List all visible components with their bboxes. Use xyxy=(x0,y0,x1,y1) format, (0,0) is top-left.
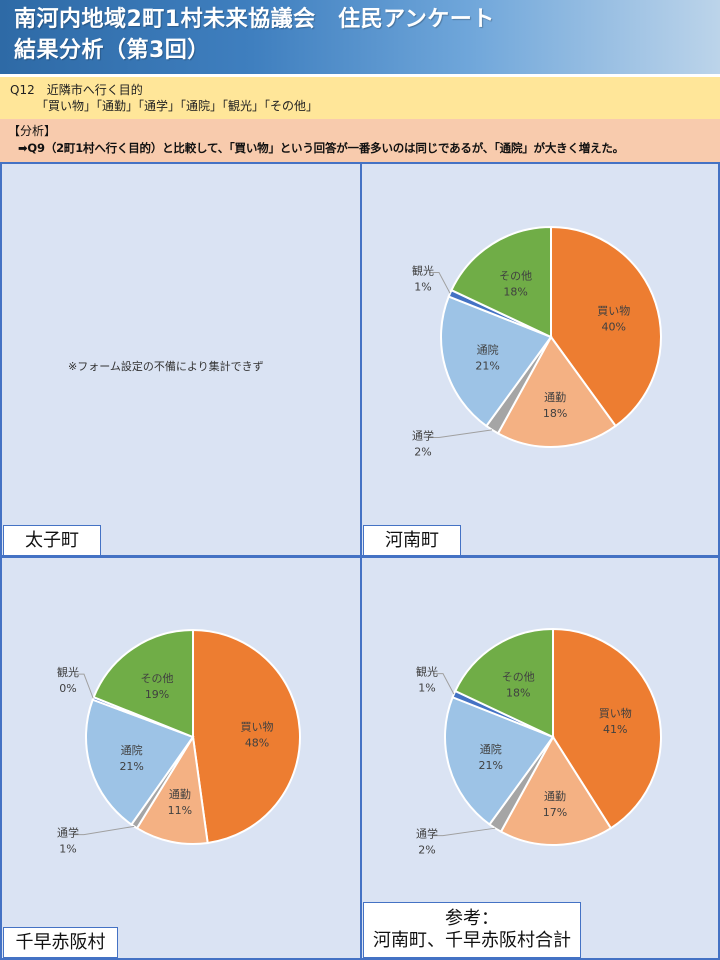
slice-label-name: その他 xyxy=(502,670,535,683)
panel-taishi: ※フォーム設定の不備により集計できず 太子町 xyxy=(0,162,362,557)
slice-label-percent: 48% xyxy=(245,737,269,750)
slice-label-percent: 2% xyxy=(414,446,431,459)
pie-slice-その他 xyxy=(453,627,554,739)
question-title: Q12 近隣市へ行く目的 xyxy=(10,83,143,97)
leader-line xyxy=(433,673,455,695)
pie-chart-chihaya: 買い物 48% 通勤 11% 通学 1% 通院 21% 観光 0% その他 19% xyxy=(57,628,301,856)
slice-label-name: 通勤 xyxy=(169,788,191,801)
leader-line xyxy=(433,827,496,837)
slice-label-name: 観光 xyxy=(412,264,434,278)
slice-label-name: その他 xyxy=(499,269,532,282)
slice-label-name: 通学 xyxy=(412,429,434,443)
slice-label-percent: 21% xyxy=(475,359,499,372)
pie-slice-通院 xyxy=(444,695,555,826)
slice-label-name: 通勤 xyxy=(544,391,566,404)
no-data-note: ※フォーム設定の不備により集計できず xyxy=(68,360,264,373)
pie-slice-買い物 xyxy=(550,225,662,428)
pie-slice-通院 xyxy=(440,295,553,428)
slice-label-percent: 17% xyxy=(543,806,567,819)
pie-slice-その他 xyxy=(450,225,552,339)
panel-chihaya: 買い物 48% 通勤 11% 通学 1% 通院 21% 観光 0% その他 19% 千早赤阪村 xyxy=(0,556,362,960)
analysis-text: ➡Q9（2町1村へ行く目的）と比較して、「買い物」という回答が一番多いのは同じで… xyxy=(18,141,624,155)
panel-label-chihaya: 千早赤阪村 xyxy=(3,927,118,958)
title-banner: 南河内地域2町1村未来協議会 住民アンケート 結果分析（第3回） xyxy=(0,0,720,74)
slice-label-name: 通院 xyxy=(480,742,502,756)
slice-label-percent: 41% xyxy=(603,723,627,736)
pie-slice-通勤 xyxy=(496,335,618,448)
question-bar: Q12 近隣市へ行く目的 「買い物」「通勤」「通学」「通院」「観光」「その他」 xyxy=(0,77,720,119)
pie-slice-買い物 xyxy=(192,628,301,845)
slice-label-name: 観光 xyxy=(57,665,79,679)
panel-total: 買い物 41% 通勤 17% 通学 2% 通院 21% 観光 1% その他 18% 参考： 河南町、千… xyxy=(360,556,720,960)
pie-slice-通院 xyxy=(85,698,195,826)
leader-line xyxy=(74,673,94,699)
page-title-line2: 結果分析（第3回） xyxy=(14,38,210,63)
leader-line xyxy=(429,272,451,294)
slice-label-name: 通学 xyxy=(416,827,438,841)
panel-kanan: 買い物 40% 通勤 18% 通学 2% 通院 21% 観光 1% その他 18% 河南町 xyxy=(360,162,720,557)
analysis-heading: 【分析】 xyxy=(8,124,57,138)
slice-label-name: その他 xyxy=(141,672,174,685)
slice-label-name: 観光 xyxy=(416,665,438,679)
question-options: 「買い物」「通勤」「通学」「通院」「観光」「その他」 xyxy=(36,99,319,113)
slice-label-percent: 21% xyxy=(479,759,503,772)
slice-label-percent: 19% xyxy=(145,688,169,701)
slice-label-percent: 1% xyxy=(59,843,76,856)
panel-label-total: 参考： 河南町、千早赤阪村合計 xyxy=(363,902,581,958)
slice-label-name: 買い物 xyxy=(241,720,274,734)
slice-label-percent: 18% xyxy=(506,686,530,699)
slice-label-name: 買い物 xyxy=(597,304,630,318)
panel-label-total-line2: 河南町、千早赤阪村合計 xyxy=(373,930,571,951)
slice-label-percent: 18% xyxy=(543,407,567,420)
analysis-bar: 【分析】 ➡Q9（2町1村へ行く目的）と比較して、「買い物」という回答が一番多い… xyxy=(0,119,720,162)
pie-slice-通勤 xyxy=(499,735,613,846)
slice-label-percent: 2% xyxy=(418,844,435,857)
slice-label-name: 通院 xyxy=(477,342,499,356)
slice-label-percent: 1% xyxy=(418,682,435,695)
leader-line xyxy=(429,429,493,438)
slice-label-percent: 1% xyxy=(414,281,431,294)
pie-slice-通勤 xyxy=(135,734,209,845)
pie-chart-kanan: 買い物 40% 通勤 18% 通学 2% 通院 21% 観光 1% その他 18% xyxy=(412,225,662,459)
pie-slice-その他 xyxy=(92,628,194,739)
slice-label-name: 通学 xyxy=(57,826,79,840)
slice-label-percent: 40% xyxy=(602,321,626,334)
panel-label-kanan: 河南町 xyxy=(363,525,461,556)
leader-line xyxy=(74,825,135,836)
slice-label-percent: 21% xyxy=(119,760,143,773)
page-title-line1: 南河内地域2町1村未来協議会 住民アンケート xyxy=(14,7,495,32)
slice-label-name: 通院 xyxy=(121,743,143,757)
slice-label-percent: 0% xyxy=(59,682,76,695)
slice-label-percent: 18% xyxy=(503,285,527,298)
pie-chart-total: 買い物 41% 通勤 17% 通学 2% 通院 21% 観光 1% その他 18% xyxy=(416,627,662,857)
slice-label-name: 買い物 xyxy=(599,706,632,720)
slice-label-name: 通勤 xyxy=(544,790,566,803)
slice-label-percent: 11% xyxy=(168,804,192,817)
panel-label-total-line1: 参考： xyxy=(445,908,499,929)
panel-label-taishi: 太子町 xyxy=(3,525,101,556)
